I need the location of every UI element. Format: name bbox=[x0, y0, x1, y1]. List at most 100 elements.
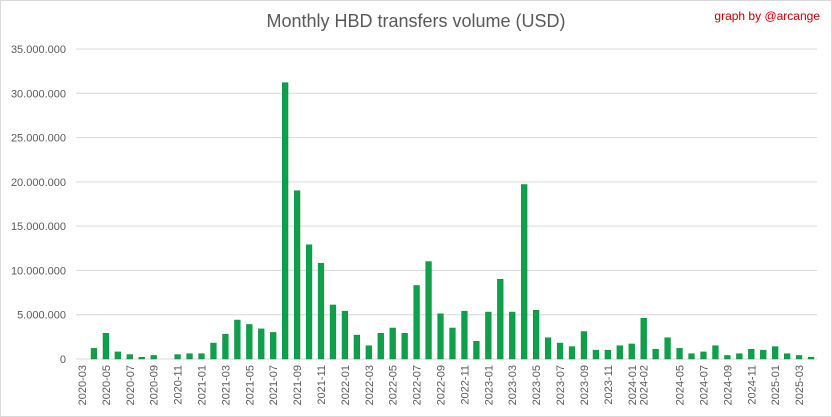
bar-2023-08 bbox=[568, 346, 576, 360]
bar-2022-07 bbox=[413, 285, 420, 360]
y-tick-label: 30.000.000 bbox=[11, 88, 66, 100]
bar-2021-10 bbox=[305, 244, 313, 360]
bar-2021-09 bbox=[293, 190, 301, 360]
x-tick-label: 2021-01 bbox=[196, 365, 208, 405]
x-tick-label: 2020-11 bbox=[173, 365, 185, 405]
bar-2020-09 bbox=[150, 355, 157, 360]
bar-2022-12 bbox=[473, 341, 480, 360]
bar-2022-06 bbox=[401, 333, 408, 360]
y-tick-label: 10.000.000 bbox=[11, 265, 66, 277]
credit-label: graph by @arcange bbox=[714, 9, 820, 23]
x-tick-label: 2023-09 bbox=[579, 365, 591, 405]
bar-2024-07 bbox=[700, 351, 707, 360]
bar-2025-03 bbox=[795, 355, 803, 360]
y-tick-label: 25.000.000 bbox=[11, 133, 66, 145]
bar-2023-11 bbox=[604, 349, 611, 360]
x-tick-label: 2024-02 bbox=[639, 365, 651, 405]
bar-2021-12 bbox=[329, 304, 337, 360]
bar-2021-02 bbox=[210, 342, 217, 360]
x-tick-label: 2022-01 bbox=[340, 365, 352, 405]
bar-2021-03 bbox=[222, 333, 229, 360]
bar-2021-08 bbox=[282, 82, 289, 360]
bar-2021-07 bbox=[270, 332, 277, 360]
bar-2021-11 bbox=[317, 263, 325, 360]
x-tick-label: 2023-07 bbox=[555, 365, 567, 405]
bar-2025-02 bbox=[784, 353, 791, 360]
bar-2020-11 bbox=[174, 354, 181, 360]
x-tick-label: 2024-09 bbox=[722, 365, 734, 405]
bar-2022-05 bbox=[389, 327, 396, 360]
bar-2020-07 bbox=[126, 354, 133, 360]
bar-2024-04 bbox=[664, 337, 671, 360]
bar-2024-06 bbox=[688, 353, 695, 360]
bar-2020-06 bbox=[114, 351, 121, 360]
bar-2024-09 bbox=[724, 355, 731, 360]
x-tick-label: 2022-05 bbox=[388, 365, 400, 405]
bar-2020-08 bbox=[138, 356, 145, 360]
bar-2021-04 bbox=[234, 319, 241, 360]
bar-2022-11 bbox=[461, 310, 468, 360]
bar-2024-10 bbox=[736, 353, 743, 360]
bar-2022-02 bbox=[353, 334, 360, 360]
x-tick-label: 2020-09 bbox=[149, 365, 161, 405]
bar-2022-04 bbox=[377, 333, 384, 360]
bar-2023-09 bbox=[580, 331, 588, 360]
bar-2021-06 bbox=[258, 328, 265, 360]
x-tick-label: 2022-07 bbox=[412, 365, 424, 405]
x-tick-label: 2021-05 bbox=[244, 365, 256, 405]
bar-2024-12 bbox=[760, 349, 767, 360]
bar-2023-01 bbox=[485, 311, 492, 360]
bar-2020-05 bbox=[102, 333, 109, 360]
bar-2022-08 bbox=[425, 261, 432, 360]
x-tick-label: 2021-09 bbox=[292, 365, 304, 405]
x-tick-label: 2024-07 bbox=[698, 365, 710, 405]
x-tick-label: 2021-07 bbox=[268, 365, 280, 405]
bar-2021-05 bbox=[246, 324, 253, 360]
x-tick-label: 2020-07 bbox=[125, 365, 137, 405]
x-tick-label: 2023-05 bbox=[531, 365, 543, 405]
bar-2023-05 bbox=[533, 310, 540, 360]
x-tick-label: 2025-01 bbox=[770, 365, 782, 405]
x-tick-label: 2020-03 bbox=[77, 365, 89, 405]
bar-2024-01 bbox=[628, 343, 635, 360]
x-tick-label: 2021-11 bbox=[316, 365, 328, 405]
bar-2023-10 bbox=[592, 349, 600, 360]
bar-2022-01 bbox=[341, 310, 349, 360]
x-tick-label: 2025-03 bbox=[794, 365, 806, 405]
bar-2021-01 bbox=[198, 353, 205, 360]
bar-2022-09 bbox=[437, 313, 444, 360]
bar-2020-04 bbox=[90, 348, 98, 360]
x-tick-label: 2021-03 bbox=[220, 365, 232, 405]
y-tick-label: 0 bbox=[60, 354, 66, 366]
bar-2023-04 bbox=[521, 184, 528, 360]
x-tick-label: 2023-03 bbox=[507, 365, 519, 405]
x-tick-label: 2024-11 bbox=[746, 365, 758, 405]
bar-2024-05 bbox=[676, 348, 683, 360]
bar-2023-07 bbox=[556, 342, 564, 360]
bar-2024-02 bbox=[640, 318, 647, 360]
bar-2023-03 bbox=[509, 311, 516, 360]
x-tick-label: 2023-11 bbox=[603, 365, 615, 405]
y-tick-label: 20.000.000 bbox=[11, 177, 66, 189]
bar-2023-06 bbox=[544, 337, 552, 360]
chart-title: Monthly HBD transfers volume (USD) bbox=[266, 11, 566, 31]
y-tick-label: 5.000.000 bbox=[17, 310, 66, 322]
x-tick-label: 2024-01 bbox=[627, 365, 639, 405]
x-tick-label: 2022-03 bbox=[364, 365, 376, 405]
x-tick-label: 2022-09 bbox=[436, 365, 448, 405]
bar-2025-04 bbox=[807, 356, 815, 360]
x-tick-label: 2022-11 bbox=[459, 365, 471, 405]
y-tick-label: 35.000.000 bbox=[11, 44, 66, 56]
bar-2025-01 bbox=[772, 346, 779, 360]
bar-2024-11 bbox=[748, 349, 755, 360]
bar-2020-12 bbox=[186, 353, 193, 360]
x-tick-label: 2023-01 bbox=[483, 365, 495, 405]
bar-2023-12 bbox=[616, 345, 623, 360]
x-tick-label: 2020-05 bbox=[101, 365, 113, 405]
bar-2024-08 bbox=[712, 345, 719, 360]
bar-2023-02 bbox=[497, 279, 504, 360]
bar-2024-03 bbox=[652, 349, 659, 360]
bar-2022-03 bbox=[365, 345, 372, 360]
x-tick-label: 2024-05 bbox=[675, 365, 687, 405]
